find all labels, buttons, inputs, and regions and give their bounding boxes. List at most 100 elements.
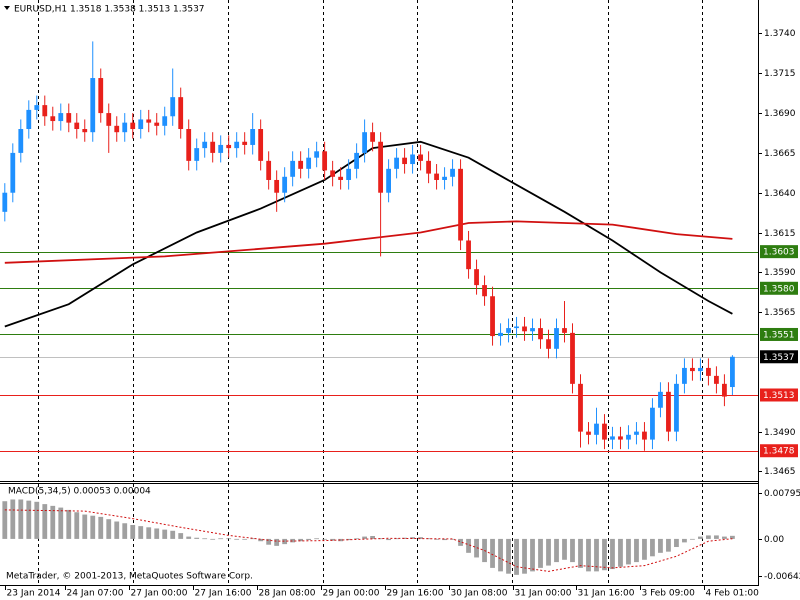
macd-bar — [18, 499, 24, 539]
candle-body — [474, 269, 479, 286]
macd-bar — [34, 501, 40, 539]
macd-bar — [426, 538, 431, 540]
macd-bar — [490, 538, 495, 568]
macd-bar — [730, 535, 735, 539]
candle-body — [42, 105, 48, 117]
candle-body — [282, 176, 288, 193]
macd-bar — [98, 516, 104, 539]
macd-bar — [146, 527, 152, 539]
x-tick-label: 28 Jan 08:00 — [259, 589, 316, 599]
level-label: 1.3513 — [763, 391, 795, 401]
macd-bar — [474, 538, 479, 558]
macd-bar — [674, 538, 679, 548]
macd-tick-label: -0.00642 — [764, 572, 800, 582]
macd-bar — [466, 538, 471, 553]
candle-body — [50, 116, 56, 122]
macd-bar — [498, 538, 503, 572]
x-tick-label: 4 Feb 01:00 — [706, 589, 760, 599]
candle-body — [610, 436, 615, 440]
candle-body — [458, 168, 463, 241]
candle-body — [306, 157, 312, 169]
candle-body — [506, 328, 511, 333]
macd-bar — [258, 538, 264, 542]
candle-body — [682, 367, 687, 384]
macd-bar — [2, 501, 8, 539]
candle-body — [554, 328, 559, 349]
x-tick-label: 3 Feb 09:00 — [642, 589, 696, 599]
y-tick-label: 1.3565 — [764, 308, 796, 318]
level-label: 1.3603 — [763, 248, 795, 258]
macd-bar — [578, 538, 583, 568]
candle-body — [546, 339, 551, 349]
macd-signal — [4, 509, 733, 572]
candle-body — [10, 152, 16, 193]
candle-body — [202, 141, 208, 149]
moving-average — [4, 140, 733, 328]
macd-bar — [282, 538, 288, 545]
candle-body — [290, 160, 296, 177]
candle-body — [82, 129, 88, 133]
macd-bar — [330, 538, 336, 541]
macd-bar — [378, 538, 383, 540]
candle-body — [2, 192, 8, 212]
x-tick-label: 24 Jan 07:00 — [67, 589, 124, 599]
level-label-box — [760, 281, 798, 295]
macd-bar — [386, 538, 391, 541]
candle-body — [538, 328, 543, 340]
macd-bar — [538, 538, 543, 568]
candle-body — [530, 328, 535, 332]
candle-body — [450, 168, 455, 177]
y-tick-label: 1.3640 — [764, 189, 796, 199]
candle-body — [594, 423, 599, 435]
macd-bar — [506, 538, 511, 574]
candle-body — [138, 119, 144, 130]
macd-bar — [706, 535, 711, 539]
candle-body — [378, 141, 383, 193]
macd-bar — [562, 538, 567, 560]
candle-body — [218, 144, 224, 153]
candle-body — [570, 332, 575, 384]
macd-bar — [106, 519, 112, 539]
macd-bar — [698, 536, 703, 539]
candle-body — [330, 170, 336, 177]
candle-body — [114, 125, 120, 133]
macd-bar — [42, 504, 48, 539]
y-tick-label: 1.3715 — [764, 69, 796, 79]
candle-body — [90, 78, 96, 133]
macd-bar — [266, 538, 272, 545]
candle-body — [74, 122, 80, 130]
candle-body — [250, 129, 256, 145]
macd-bar — [170, 530, 176, 539]
chart-header: EURUSD,H1 1.3518 1.3538 1.3513 1.3537 — [14, 5, 205, 15]
candle-body — [322, 151, 328, 171]
candle-body — [658, 391, 663, 408]
level-label-box — [760, 327, 798, 341]
footer: MetaTrader, © 2001-2013, MetaQuotes Soft… — [6, 572, 253, 582]
y-tick-label: 1.3740 — [764, 29, 796, 39]
candle-body — [434, 173, 439, 180]
candle-body — [186, 129, 192, 161]
candle-body — [346, 168, 352, 180]
macd-bar — [242, 538, 248, 540]
macd-bar — [306, 538, 312, 541]
menu-arrow[interactable] — [4, 6, 10, 10]
macd-bar — [546, 538, 551, 566]
macd-bar — [450, 538, 455, 540]
macd-bar — [346, 538, 352, 541]
candle-body — [154, 122, 160, 126]
macd-bar — [618, 538, 623, 567]
candle-body — [674, 383, 679, 432]
macd-bar — [522, 538, 527, 574]
x-tick-label: 29 Jan 16:00 — [387, 589, 444, 599]
candle-body — [482, 285, 487, 297]
macd-bar — [250, 538, 256, 540]
macd-bar — [650, 538, 655, 557]
candle-body — [34, 105, 40, 110]
y-tick-label: 1.3490 — [764, 428, 796, 438]
macd-bar — [218, 538, 224, 540]
macd-bar — [642, 538, 647, 560]
candle-body — [146, 119, 152, 123]
candle-body — [642, 431, 647, 440]
moving-average — [4, 220, 733, 264]
x-tick-label: 23 Jan 2014 — [7, 589, 61, 599]
